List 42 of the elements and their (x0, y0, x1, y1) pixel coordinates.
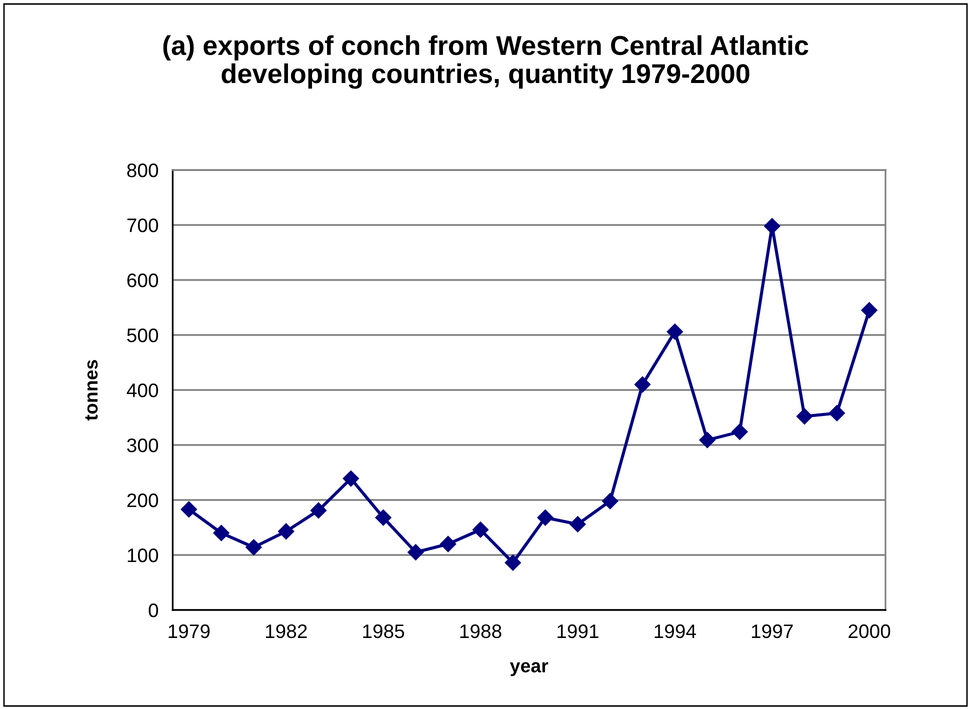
x-axis-title: year (510, 662, 548, 676)
y-tick-label: 400 (126, 383, 158, 398)
point (602, 492, 618, 510)
point (440, 536, 456, 552)
chart-title: (a) exports of conch from Western Central Atlantic developing countries, quantity 1979-2000 (163, 35, 808, 89)
x-tick-label: 1982 (266, 624, 307, 638)
x-tick-label: 1985 (363, 624, 404, 638)
point (699, 432, 716, 448)
point (278, 523, 294, 540)
y-tick-label: 500 (127, 328, 158, 342)
y-tick-label: 600 (127, 273, 158, 288)
y-tick-label: 300 (127, 438, 158, 452)
x-tick-label: 1979 (168, 624, 210, 638)
x-tick-label: 1988 (460, 624, 502, 638)
point (764, 218, 780, 234)
point (666, 323, 684, 340)
point (407, 544, 424, 560)
point (731, 424, 748, 440)
point (504, 554, 522, 571)
point (634, 376, 651, 393)
y-tick-label: 0 (148, 603, 158, 618)
point (861, 302, 878, 318)
point (472, 521, 489, 538)
x-tick-label: 1997 (752, 624, 793, 638)
x-tick-label: 1994 (654, 624, 696, 638)
point (569, 516, 586, 532)
point (180, 501, 198, 518)
point (828, 404, 846, 422)
point (796, 408, 813, 425)
y-tick-label: 700 (127, 218, 158, 232)
point (537, 509, 554, 526)
point (213, 524, 230, 542)
x-tick-label: 1991 (558, 624, 598, 638)
x-tick-label: 2000 (848, 624, 890, 638)
y-tick-label: 200 (127, 493, 158, 508)
y-tick-label: 800 (127, 163, 158, 178)
y-tick-label: 100 (128, 548, 158, 562)
point (310, 502, 327, 519)
point (342, 470, 360, 487)
y-axis-title: tonnes (85, 360, 98, 420)
point (245, 539, 262, 556)
point (375, 509, 392, 526)
